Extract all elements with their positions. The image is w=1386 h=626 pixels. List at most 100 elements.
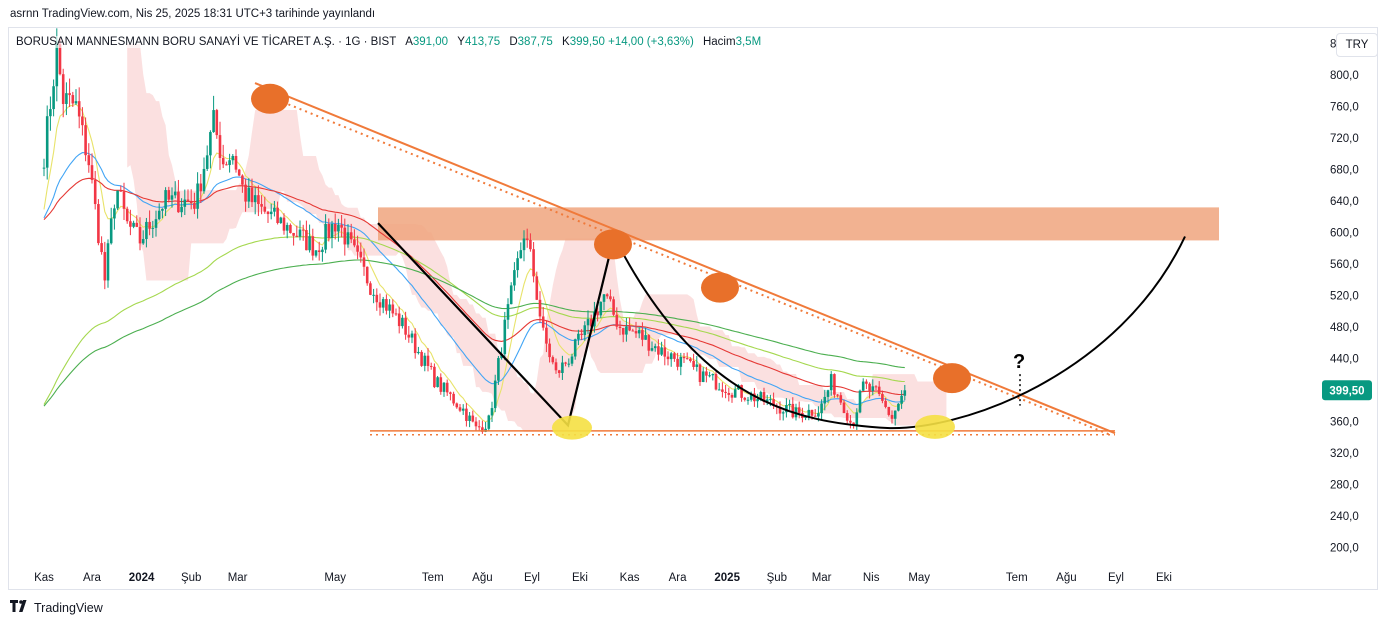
candle-body bbox=[225, 164, 228, 166]
candle-body bbox=[157, 210, 161, 220]
candle-body bbox=[711, 374, 715, 376]
low-value: 387,75 bbox=[517, 36, 553, 48]
candle-body bbox=[49, 109, 52, 117]
candle-body bbox=[388, 304, 391, 311]
close-label: K bbox=[562, 36, 570, 48]
ema-lime bbox=[43, 236, 905, 405]
candle-body bbox=[481, 427, 484, 432]
candle-body bbox=[525, 238, 529, 240]
candle-body bbox=[669, 353, 673, 360]
candle-body bbox=[532, 249, 535, 277]
candle-body bbox=[228, 160, 231, 166]
candle-body bbox=[449, 392, 452, 394]
candle-body bbox=[522, 238, 526, 251]
candle-body bbox=[890, 414, 894, 419]
candle-body bbox=[903, 390, 907, 396]
candle-body bbox=[817, 413, 820, 417]
candle-body bbox=[810, 409, 814, 416]
candle-body bbox=[247, 187, 251, 202]
x-tick-label: Ara bbox=[669, 572, 688, 584]
ema-green bbox=[43, 259, 905, 407]
candle-body bbox=[541, 316, 545, 328]
candle-body bbox=[423, 355, 427, 366]
candle-body bbox=[266, 211, 270, 215]
candle-body bbox=[791, 403, 795, 418]
candle-body bbox=[689, 358, 692, 361]
candle-body bbox=[657, 346, 660, 355]
candle-body bbox=[45, 116, 49, 168]
candle-body bbox=[567, 363, 571, 365]
candle-body bbox=[84, 125, 87, 156]
candle-body bbox=[42, 167, 46, 169]
candle-body bbox=[327, 223, 331, 238]
candle-body bbox=[628, 326, 631, 331]
candle-body bbox=[666, 356, 670, 360]
candle-body bbox=[234, 155, 238, 170]
candle-body bbox=[394, 313, 398, 315]
candle-body bbox=[52, 86, 55, 110]
candle-body bbox=[218, 135, 222, 158]
candle-body bbox=[529, 239, 532, 250]
candle-body bbox=[740, 385, 743, 398]
candle-body bbox=[471, 415, 475, 422]
y-tick-label: 520,0 bbox=[1330, 291, 1359, 303]
y-tick-label: 240,0 bbox=[1330, 511, 1359, 523]
candle-body bbox=[260, 204, 263, 207]
y-tick-label: 360,0 bbox=[1330, 416, 1359, 428]
candle-body bbox=[221, 157, 225, 165]
candle-body bbox=[861, 381, 865, 391]
x-tick-label: Tem bbox=[422, 572, 444, 584]
candle-body bbox=[199, 183, 203, 192]
candle-body bbox=[314, 250, 318, 256]
ema-blue bbox=[43, 152, 905, 406]
candle-body bbox=[452, 393, 455, 404]
candle-body bbox=[865, 381, 868, 384]
drawings: ? bbox=[251, 82, 1186, 440]
peak-marker-ellipse bbox=[701, 272, 739, 303]
candle-body bbox=[836, 394, 839, 396]
candle-body bbox=[340, 224, 343, 228]
open-label: A bbox=[405, 36, 413, 48]
candle-body bbox=[365, 266, 369, 284]
candle-body bbox=[730, 394, 734, 398]
candle-body bbox=[538, 299, 542, 317]
candle-body bbox=[599, 301, 603, 316]
candle-body bbox=[372, 294, 375, 296]
candle-body bbox=[564, 362, 567, 364]
candle-body bbox=[820, 403, 823, 414]
candle-body bbox=[612, 299, 615, 315]
candle-body bbox=[785, 405, 788, 413]
candle-body bbox=[87, 155, 91, 166]
x-tick-label: 2024 bbox=[129, 572, 155, 584]
candle-body bbox=[881, 393, 884, 401]
candle-body bbox=[753, 393, 756, 402]
candle-body bbox=[305, 230, 308, 251]
candle-body bbox=[285, 224, 289, 231]
candle-body bbox=[759, 392, 763, 400]
x-tick-label: Mar bbox=[812, 572, 832, 584]
candle-body bbox=[145, 221, 148, 240]
candle-body bbox=[855, 412, 859, 426]
candle-body bbox=[884, 400, 887, 407]
bottom-highlight-ellipse bbox=[552, 415, 592, 440]
currency-button[interactable]: TRY bbox=[1336, 33, 1378, 57]
x-tick-label: Kas bbox=[34, 572, 54, 584]
x-tick-label: Mar bbox=[228, 572, 248, 584]
candle-body bbox=[813, 415, 817, 417]
open-value: 391,00 bbox=[412, 36, 449, 48]
candle-body bbox=[410, 333, 414, 338]
candle-body bbox=[429, 365, 433, 367]
candle-body bbox=[673, 353, 676, 359]
y-tick-label: 640,0 bbox=[1330, 196, 1359, 208]
candle-body bbox=[337, 224, 340, 232]
candle-body bbox=[321, 249, 324, 253]
candle-body bbox=[308, 236, 311, 251]
candle-body bbox=[301, 229, 305, 231]
x-tick-label: Eki bbox=[1156, 572, 1172, 584]
candle-body bbox=[93, 179, 97, 205]
footer-brand[interactable]: TradingView bbox=[10, 600, 103, 615]
candle-body bbox=[724, 391, 727, 393]
candle-body bbox=[557, 370, 561, 374]
candle-body bbox=[797, 407, 801, 413]
